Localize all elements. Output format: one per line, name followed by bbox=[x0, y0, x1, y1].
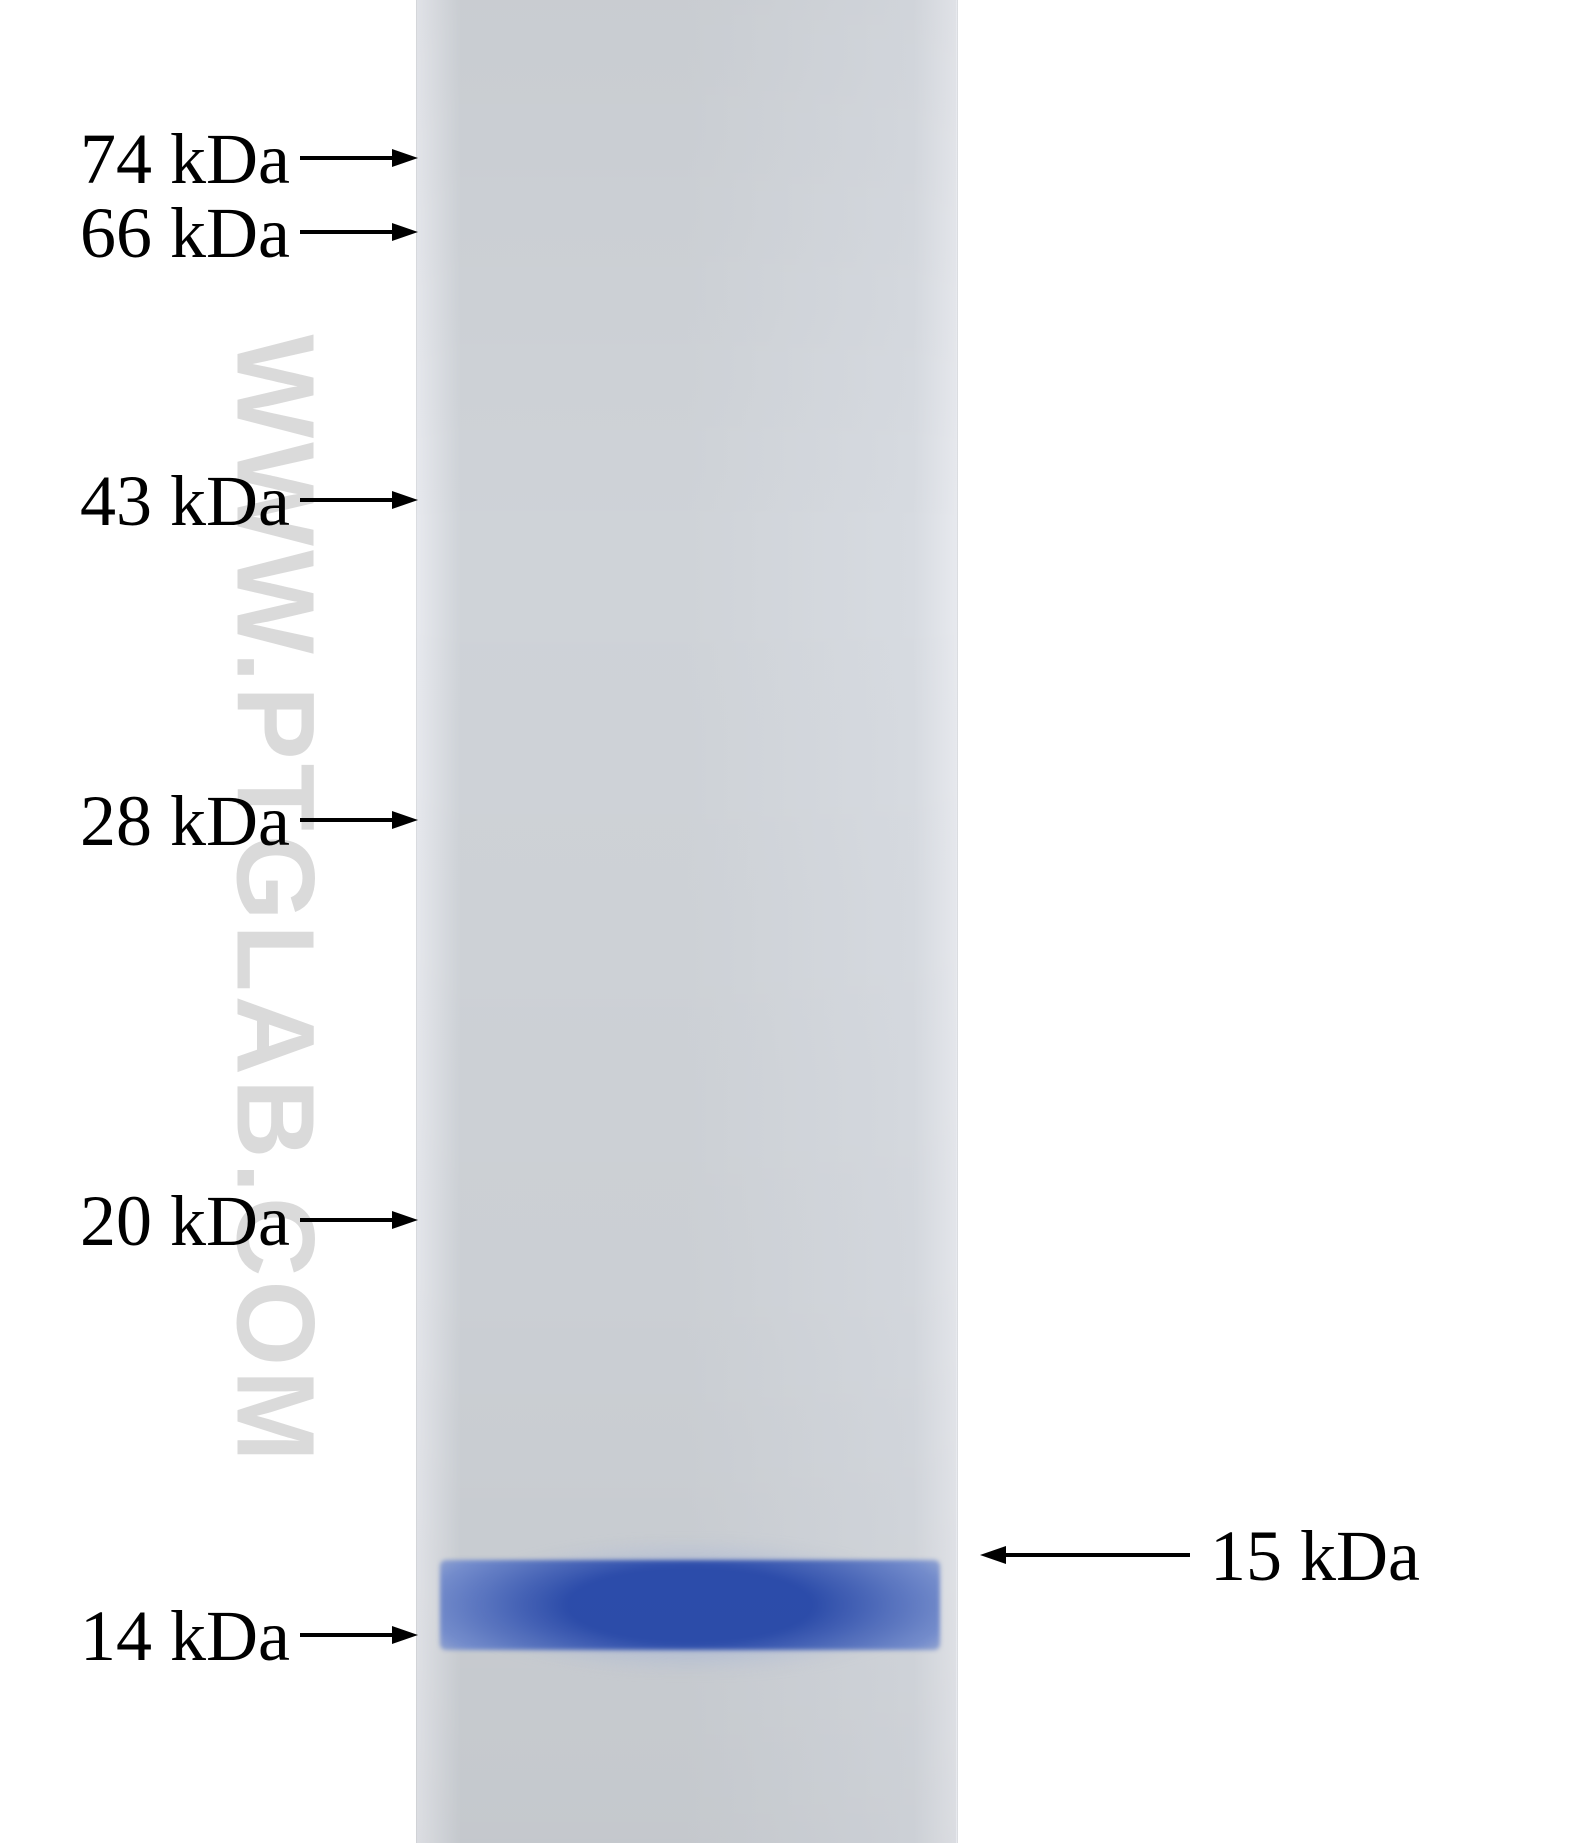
marker-arrow bbox=[952, 1533, 1218, 1577]
marker-label-left: 28 kDa bbox=[80, 780, 290, 863]
marker-label-left: 43 kDa bbox=[80, 460, 290, 543]
gel-lane-tone bbox=[416, 0, 956, 1843]
marker-label-right: 15 kDa bbox=[1210, 1515, 1420, 1598]
gel-canvas: WWW.PTGLAB.COM 74 kDa66 kDa43 kDa28 kDa2… bbox=[0, 0, 1585, 1843]
marker-label-left: 66 kDa bbox=[80, 192, 290, 275]
marker-label-left: 20 kDa bbox=[80, 1180, 290, 1263]
marker-label-left: 14 kDa bbox=[80, 1595, 290, 1678]
marker-label-left: 74 kDa bbox=[80, 118, 290, 201]
